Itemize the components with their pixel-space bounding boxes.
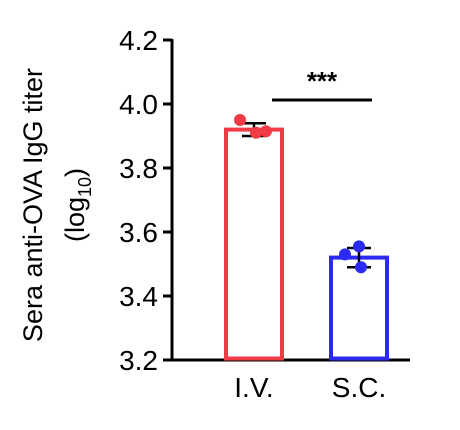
y-axis-label-log: (log	[60, 197, 90, 242]
x-tick-label: I.V.	[234, 372, 273, 403]
x-tick-label: S.C.	[332, 372, 386, 403]
significance-annotation: ***	[307, 66, 338, 96]
y-axis-label-line1: Sera anti-OVA IgG titer	[18, 68, 48, 342]
y-tick-label: 3.2	[119, 345, 158, 376]
error-bars	[242, 121, 371, 269]
data-point	[353, 240, 365, 253]
data-point	[234, 114, 246, 126]
y-tick-label: 3.4	[119, 281, 158, 312]
y-axis-label-close: )	[60, 168, 90, 177]
y-axis-label-subscript: 10	[75, 177, 95, 197]
y-ticks: 3.2 3.4 3.6 3.8 4.0 4.2	[119, 25, 172, 376]
bar-iv	[224, 127, 284, 361]
data-point	[250, 126, 262, 139]
y-tick-label: 4.2	[119, 25, 158, 56]
y-axis-label-line2: (log10)	[60, 168, 95, 242]
y-tick-label: 3.8	[119, 153, 158, 184]
data-point	[339, 248, 351, 261]
y-tick-label: 3.6	[119, 217, 158, 248]
data-point	[260, 125, 272, 138]
data-point	[355, 261, 367, 274]
axes	[170, 39, 410, 362]
x-tick-labels: I.V. S.C.	[234, 372, 386, 403]
data-points	[234, 114, 367, 274]
y-tick-label: 4.0	[119, 89, 158, 120]
